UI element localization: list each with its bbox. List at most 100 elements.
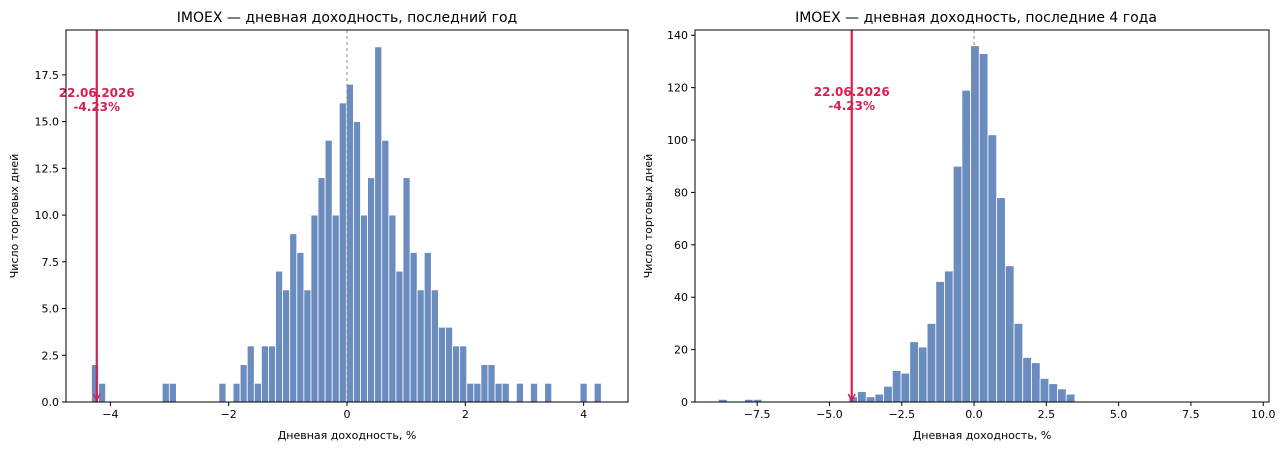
histogram-bar	[296, 252, 305, 403]
histogram-bar	[161, 382, 170, 403]
y-tick-label: 140	[667, 29, 688, 42]
histogram-bar	[232, 382, 241, 403]
histogram-bar	[438, 326, 446, 403]
y-tick-label: 7.5	[42, 256, 60, 269]
histogram-bar	[1057, 388, 1067, 403]
histogram-bar	[544, 382, 553, 403]
histogram-bar	[275, 270, 284, 403]
histogram-bar	[253, 382, 262, 403]
y-tick-label: 10.0	[35, 209, 60, 222]
histogram-bar	[935, 281, 945, 403]
chart-title: IMOEX — дневная доходность, последний го…	[177, 10, 517, 26]
histogram-bar	[338, 102, 347, 403]
histogram-bar	[367, 177, 376, 403]
marker-date-label: 22.06.2026	[59, 86, 135, 100]
histogram-bar	[360, 214, 368, 403]
histogram-bar	[501, 382, 510, 403]
y-axis-label: Число торговых дней	[8, 154, 21, 279]
histogram-bar	[487, 364, 496, 403]
x-tick-label: 7.5	[1182, 408, 1200, 421]
x-tick-label: 0.0	[965, 408, 983, 421]
y-tick-label: 5.0	[42, 303, 60, 316]
histogram-bar	[331, 214, 340, 403]
histogram-bar	[459, 345, 468, 403]
x-tick-label: 10.0	[1251, 408, 1276, 421]
histogram-bar	[515, 382, 524, 403]
x-tick-label: 2.5	[1038, 408, 1056, 421]
histogram-bar	[98, 382, 106, 403]
histogram-bar	[1039, 378, 1050, 403]
current-return-marker: 22.06.2026 -4.23%	[814, 30, 890, 402]
histogram-bar	[865, 396, 876, 403]
y-tick-label: 80	[674, 186, 688, 199]
y-tick-label: 0.0	[42, 396, 60, 409]
histogram-bar	[1013, 323, 1024, 403]
marker-value-label: -4.23%	[73, 100, 120, 114]
histogram-bar	[268, 345, 276, 403]
histogram-bar	[1065, 393, 1076, 403]
histogram-bar	[473, 382, 482, 403]
y-axis-ticks: 0 20 40 60 80 100 120 140	[667, 29, 695, 409]
histogram-bar	[926, 323, 937, 403]
histogram-last-4-years: IMOEX — дневная доходность, последние 4 …	[642, 10, 1276, 442]
histogram-bar	[218, 382, 227, 403]
histogram-bar	[494, 382, 503, 403]
histogram-bar	[530, 382, 538, 403]
x-axis-label: Дневная доходность, %	[278, 429, 417, 442]
y-axis-ticks: 0.0 2.5 5.0 7.5 10.0 12.5 15.0 17.5	[35, 69, 66, 409]
histogram-bar	[168, 382, 177, 403]
x-axis-ticks: −4 −2 0 2 4	[102, 402, 587, 421]
y-tick-label: 17.5	[35, 69, 60, 82]
histogram-bar	[310, 214, 319, 403]
histogram-bar	[1004, 265, 1015, 403]
x-tick-label: 4	[580, 408, 587, 421]
y-tick-label: 20	[674, 344, 688, 357]
histogram-bar	[909, 341, 919, 403]
histogram-bar	[480, 364, 489, 403]
histogram-bar	[944, 270, 954, 403]
plot-frame	[694, 29, 1270, 403]
histogram-bar	[1031, 362, 1041, 403]
histogram-bar	[918, 346, 928, 403]
y-tick-label: 12.5	[35, 162, 60, 175]
histogram-bar	[423, 252, 432, 403]
x-tick-label: 0	[344, 408, 351, 421]
marker-arrow	[847, 393, 856, 402]
x-tick-label: 5.0	[1110, 408, 1128, 421]
histogram-bar	[409, 252, 418, 403]
histogram-bar	[579, 382, 588, 403]
histogram-bar	[891, 370, 902, 403]
chart-title: IMOEX — дневная доходность, последние 4 …	[795, 10, 1157, 26]
x-tick-label: −2	[221, 408, 237, 421]
histogram-bar	[961, 89, 971, 403]
histogram-bar	[857, 391, 867, 403]
histogram-bar	[978, 53, 989, 403]
y-tick-label: 100	[667, 134, 688, 147]
histogram-bar	[466, 382, 475, 403]
histogram-bar	[388, 214, 397, 403]
histogram-bar	[452, 345, 461, 403]
histogram-bar	[239, 364, 248, 403]
y-tick-label: 40	[674, 291, 688, 304]
histogram-bar	[900, 372, 911, 403]
bars	[718, 45, 1076, 403]
histogram-bar	[883, 385, 893, 403]
histogram-bar	[1022, 357, 1032, 403]
x-tick-label: −2.5	[888, 408, 915, 421]
histogram-bar	[395, 270, 404, 403]
histogram-bar	[303, 289, 312, 403]
x-axis-ticks: −7.5 −5.0 −2.5 0.0 2.5 5.0 7.5 10.0	[744, 402, 1276, 421]
histogram-bar	[952, 165, 963, 403]
histogram-bar	[260, 345, 269, 403]
y-tick-label: 60	[674, 239, 688, 252]
histogram-bar	[593, 382, 602, 403]
histogram-bar	[402, 177, 411, 403]
histogram-bar	[874, 393, 885, 403]
histogram-bar	[987, 134, 998, 403]
histogram-last-year: IMOEX — дневная доходность, последний го…	[8, 10, 629, 442]
histogram-bar	[996, 197, 1006, 403]
histogram-bar	[445, 326, 453, 403]
histogram-bar	[246, 345, 255, 403]
x-axis-label: Дневная доходность, %	[913, 429, 1052, 442]
